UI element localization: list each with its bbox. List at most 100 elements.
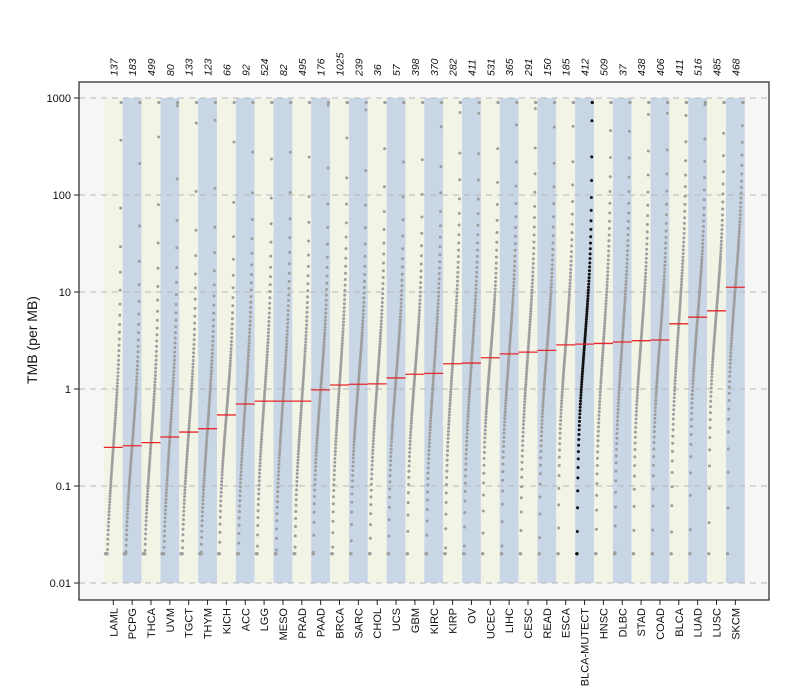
data-point	[538, 482, 542, 486]
data-point	[637, 366, 641, 370]
data-point	[410, 411, 414, 415]
data-point	[126, 503, 130, 507]
data-point	[244, 398, 248, 402]
data-point	[638, 347, 642, 351]
data-point	[529, 306, 533, 310]
data-point	[542, 386, 546, 390]
data-point	[156, 241, 160, 245]
data-point	[542, 394, 546, 398]
data-point	[627, 201, 631, 205]
data-point	[408, 450, 412, 454]
data-point	[302, 369, 306, 373]
data-point	[635, 393, 639, 397]
data-point	[598, 403, 602, 407]
data-point	[208, 397, 212, 401]
data-point	[175, 266, 179, 270]
sample-count-label: 282	[448, 58, 460, 77]
data-point	[106, 537, 110, 541]
data-point	[617, 385, 621, 389]
data-point	[294, 493, 298, 497]
data-point	[317, 408, 321, 412]
data-point	[674, 358, 678, 362]
data-point	[353, 426, 357, 430]
data-point	[597, 413, 601, 417]
data-point	[696, 310, 700, 314]
data-point	[552, 215, 556, 219]
data-point	[579, 390, 583, 394]
data-point	[115, 391, 119, 395]
data-point	[186, 436, 190, 440]
data-point	[722, 154, 726, 158]
data-point	[692, 369, 696, 373]
data-point	[510, 305, 514, 309]
data-point	[451, 350, 455, 354]
data-point	[726, 470, 730, 474]
data-point	[119, 245, 122, 249]
data-point	[325, 242, 329, 246]
data-point	[550, 267, 554, 271]
data-point	[644, 268, 648, 272]
data-point	[584, 327, 588, 331]
data-point	[642, 301, 646, 305]
data-point	[607, 244, 611, 248]
data-point	[107, 503, 111, 507]
data-point	[699, 264, 703, 268]
data-point	[223, 430, 227, 434]
data-point	[472, 325, 476, 329]
data-point	[524, 377, 528, 381]
data-point	[220, 467, 224, 471]
data-point	[440, 100, 444, 104]
data-point	[614, 454, 618, 458]
data-point	[488, 361, 492, 365]
grid-lines	[79, 97, 769, 584]
data-point	[711, 360, 715, 364]
data-point	[370, 472, 374, 476]
data-point	[586, 291, 590, 295]
data-point	[474, 290, 478, 294]
data-point	[239, 470, 243, 474]
data-point	[304, 334, 308, 338]
data-point	[736, 248, 740, 252]
data-point	[456, 275, 460, 279]
data-point	[675, 344, 679, 348]
data-point	[717, 283, 721, 287]
data-point	[431, 375, 435, 379]
data-point	[124, 552, 128, 556]
x-axis: LAML PCPG THCA UVM TGCT THYM KICH ACC LGG MESO PRA…	[108, 600, 742, 686]
data-point	[454, 314, 458, 318]
data-point	[115, 388, 119, 392]
data-point	[624, 279, 628, 283]
data-point	[154, 370, 158, 374]
data-point	[560, 396, 564, 400]
data-point	[691, 385, 695, 389]
data-point	[282, 385, 286, 389]
data-point	[595, 493, 599, 497]
data-point	[108, 488, 112, 492]
data-point	[444, 501, 448, 504]
data-point	[672, 412, 676, 416]
data-point	[227, 375, 231, 379]
data-point	[508, 336, 512, 340]
data-point	[619, 365, 623, 369]
data-point	[207, 400, 211, 404]
data-point	[250, 218, 254, 221]
data-point	[267, 323, 271, 327]
data-point	[176, 100, 180, 104]
data-point	[703, 159, 707, 163]
data-point	[464, 457, 468, 461]
data-point	[492, 300, 496, 304]
data-point	[250, 237, 254, 241]
data-point	[255, 544, 259, 548]
data-point	[299, 416, 303, 420]
data-point	[410, 406, 414, 410]
data-point	[639, 345, 643, 349]
data-point	[680, 274, 684, 278]
data-point	[653, 425, 657, 429]
data-point	[531, 262, 535, 266]
data-point	[616, 419, 620, 423]
data-point	[136, 344, 140, 348]
data-point	[191, 358, 195, 362]
data-point	[710, 369, 714, 373]
data-point	[681, 262, 685, 266]
data-point	[719, 239, 723, 243]
